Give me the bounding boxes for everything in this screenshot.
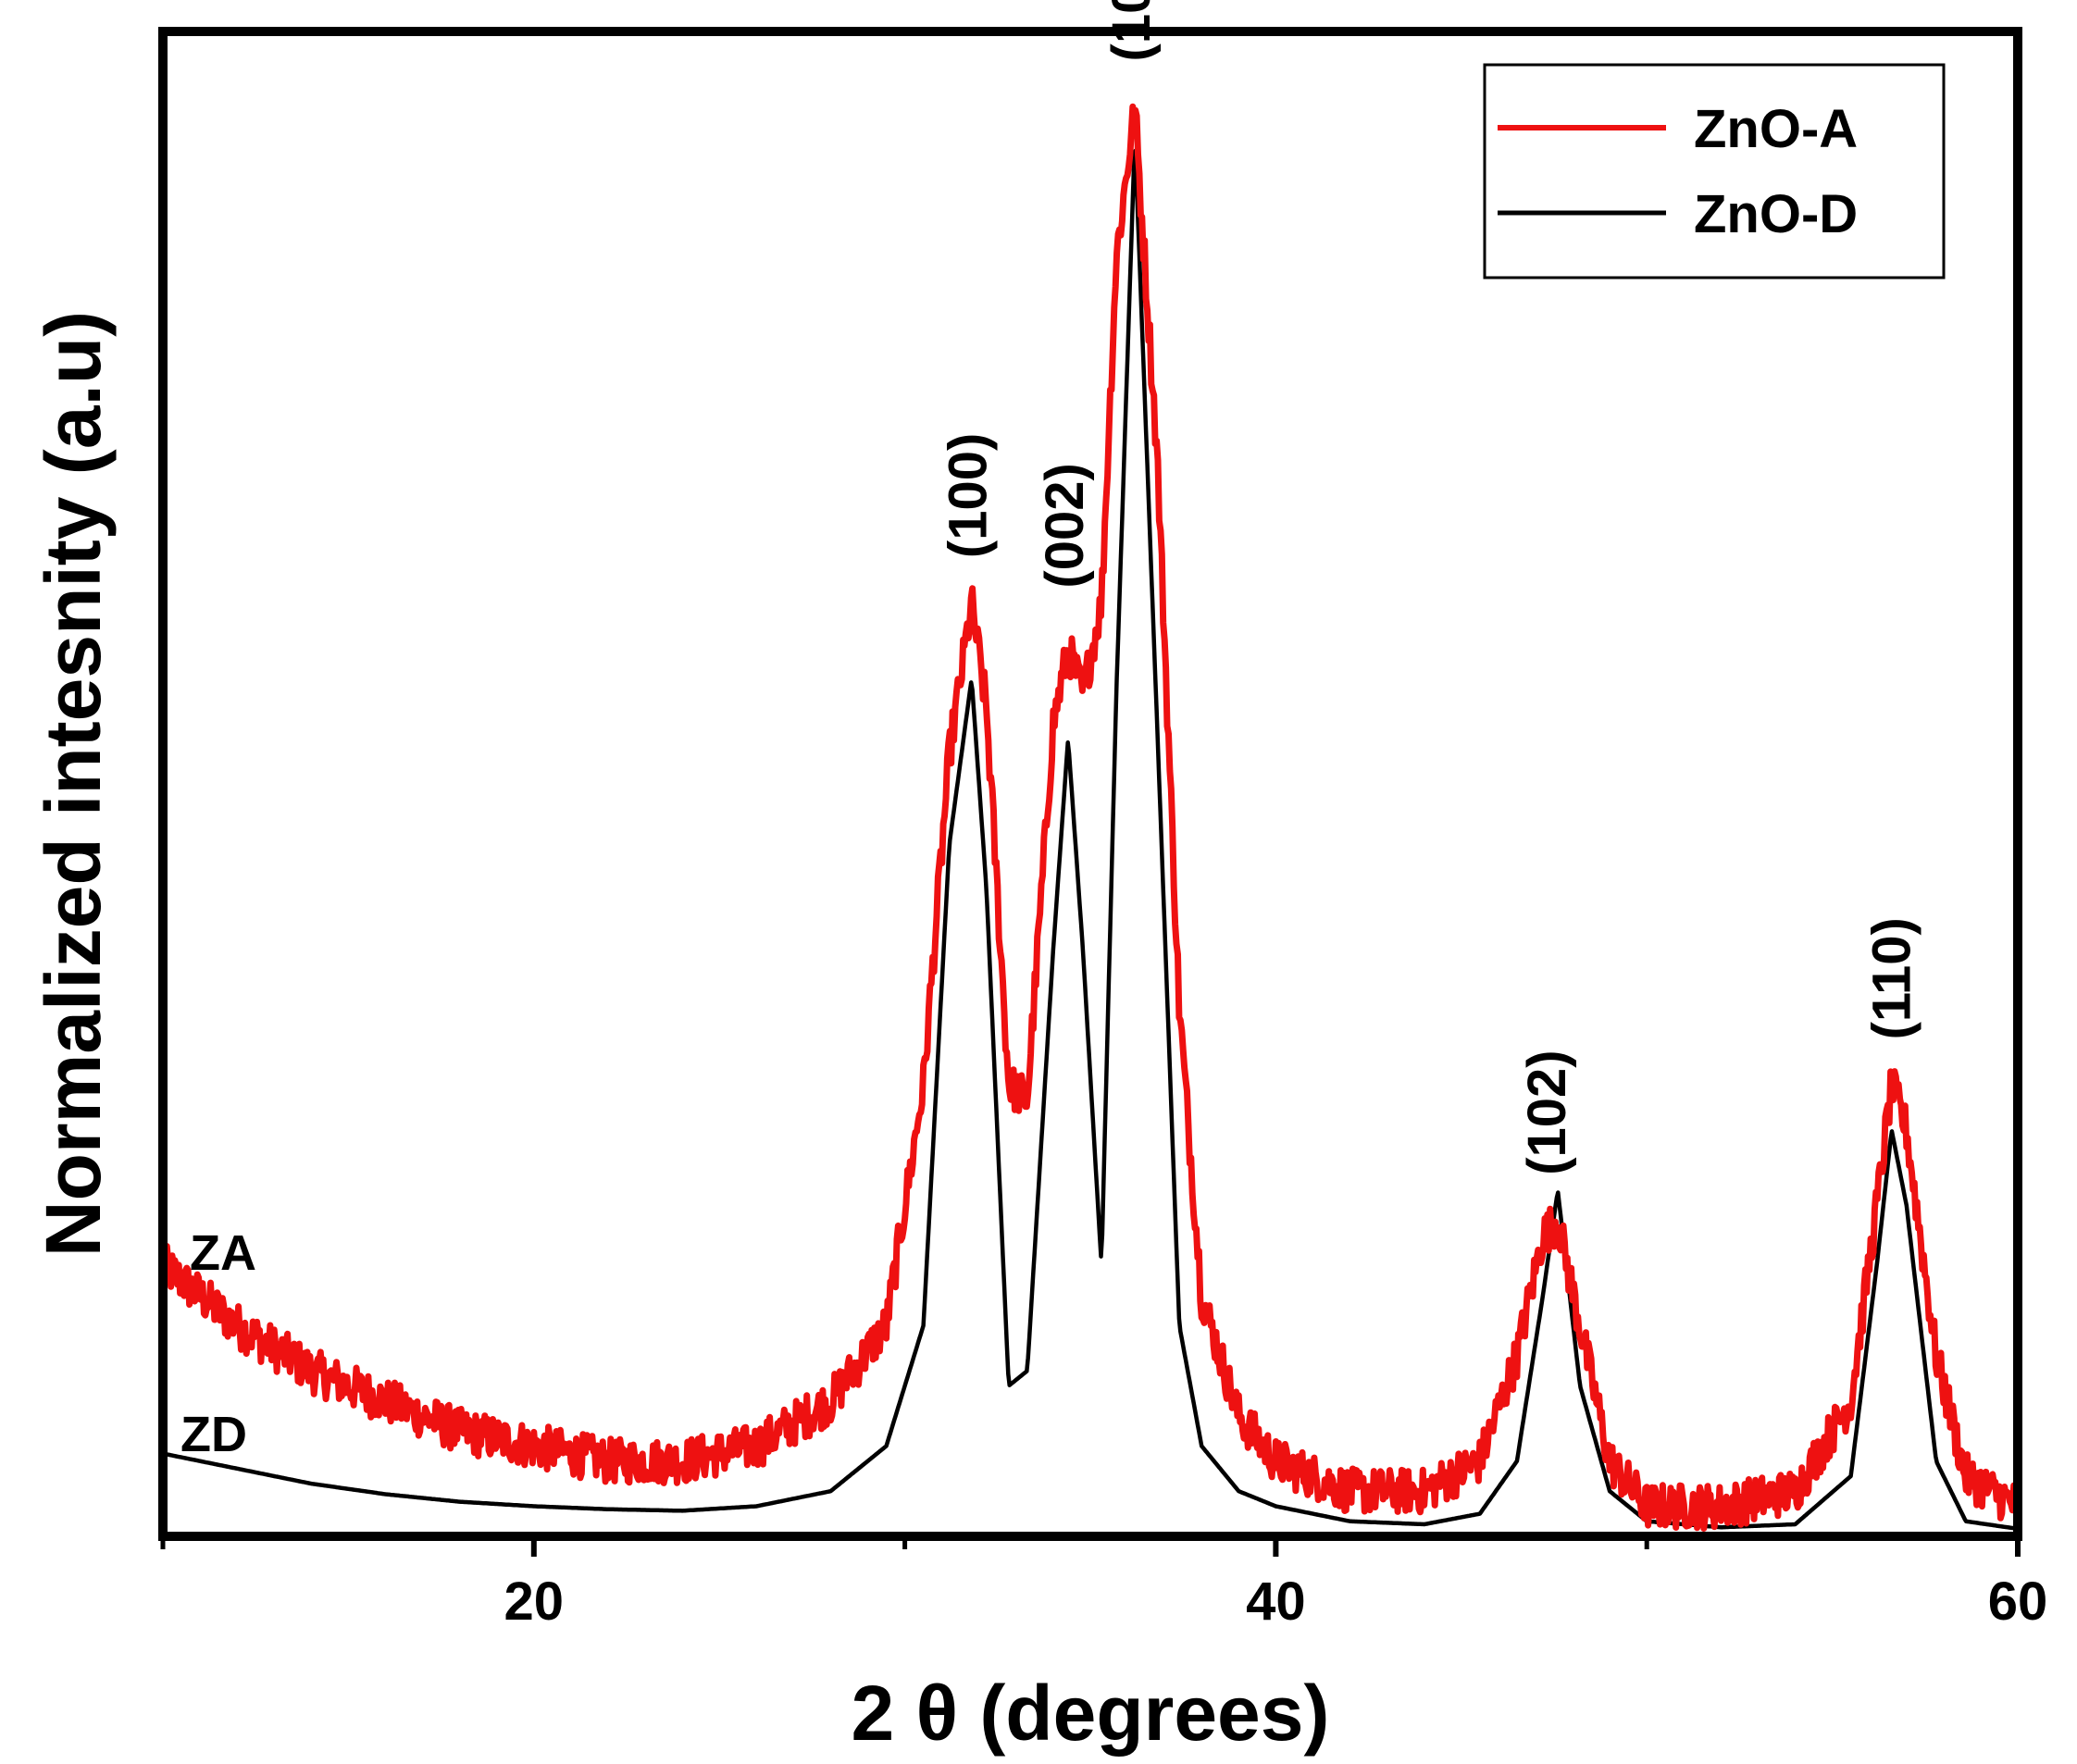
series-line-zno-d [162, 148, 2019, 1532]
x-tick-label: 60 [1988, 1571, 2048, 1632]
peak-label: (102) [1517, 1050, 1577, 1174]
plot-frame [158, 27, 2022, 1541]
peak-label: (101) [1101, 0, 1162, 62]
peak-annotations: (100) (002) (101) (102) (110) [939, 0, 1922, 1175]
x-tick-label: 20 [504, 1571, 565, 1632]
legend-box [1483, 63, 1946, 280]
legend: ZnO-A ZnO-D [1483, 63, 1946, 280]
legend-label-zno-d: ZnO-D [1694, 184, 1858, 244]
x-tick-label: 40 [1246, 1571, 1306, 1632]
legend-label-zno-a: ZnO-A [1694, 99, 1858, 159]
y-axis-title: Normalized intesnity (a.u) [30, 311, 117, 1257]
series-layer [159, 103, 2021, 1532]
peak-label: (110) [1862, 917, 1922, 1039]
series-side-label: ZD [180, 1407, 247, 1462]
x-axis-title: 2 θ (degrees) [852, 1670, 1330, 1757]
series-side-labels: ZA ZD [180, 1225, 256, 1462]
x-axis-ticks: 20 40 60 [160, 1536, 2048, 1632]
series-line-zno-a [159, 103, 2021, 1532]
peak-label: (002) [1035, 463, 1095, 588]
series-side-label: ZA [190, 1225, 256, 1281]
peak-label: (100) [939, 433, 999, 558]
